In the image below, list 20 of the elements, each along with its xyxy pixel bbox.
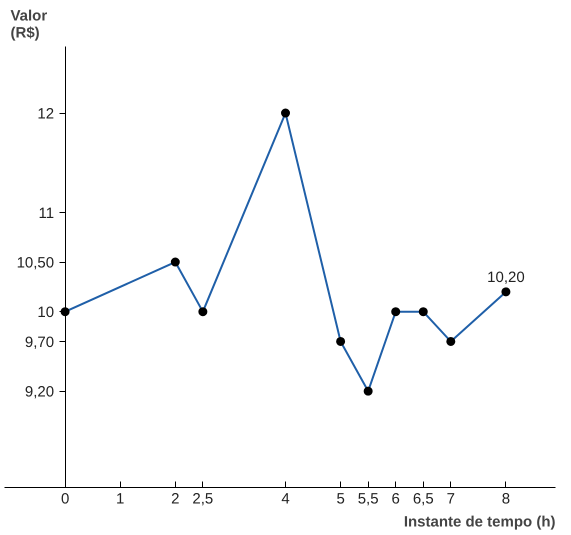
x-tick-label: 5 [336, 490, 345, 508]
y-tick-label: 12 [37, 106, 54, 123]
y-tick-label: 10 [37, 304, 54, 322]
x-tick-label: 5,5 [358, 490, 379, 508]
x-tick-label: 4 [281, 490, 290, 508]
x-tick-label: 1 [116, 490, 124, 508]
x-tick-label: 6,5 [412, 490, 434, 508]
y-tick-label: 9,20 [24, 384, 54, 401]
x-tick-label: 6 [392, 490, 400, 508]
x-axis-title: Instante de tempo (h) [404, 514, 556, 530]
y-tick-label: 11 [38, 204, 54, 222]
x-tick-label: 0 [60, 490, 70, 508]
annotation: 10,20 [487, 268, 525, 286]
x-tick-label: 2 [171, 490, 180, 508]
y-axis-title: Valor (R$) [10, 8, 48, 42]
x-tick-label: 8 [502, 490, 510, 508]
x-tick-label: 7 [446, 490, 455, 508]
y-tick-label: 9,70 [24, 334, 54, 351]
y-tick-label: 10,50 [16, 254, 54, 272]
x-tick-label: 2,5 [192, 490, 214, 508]
